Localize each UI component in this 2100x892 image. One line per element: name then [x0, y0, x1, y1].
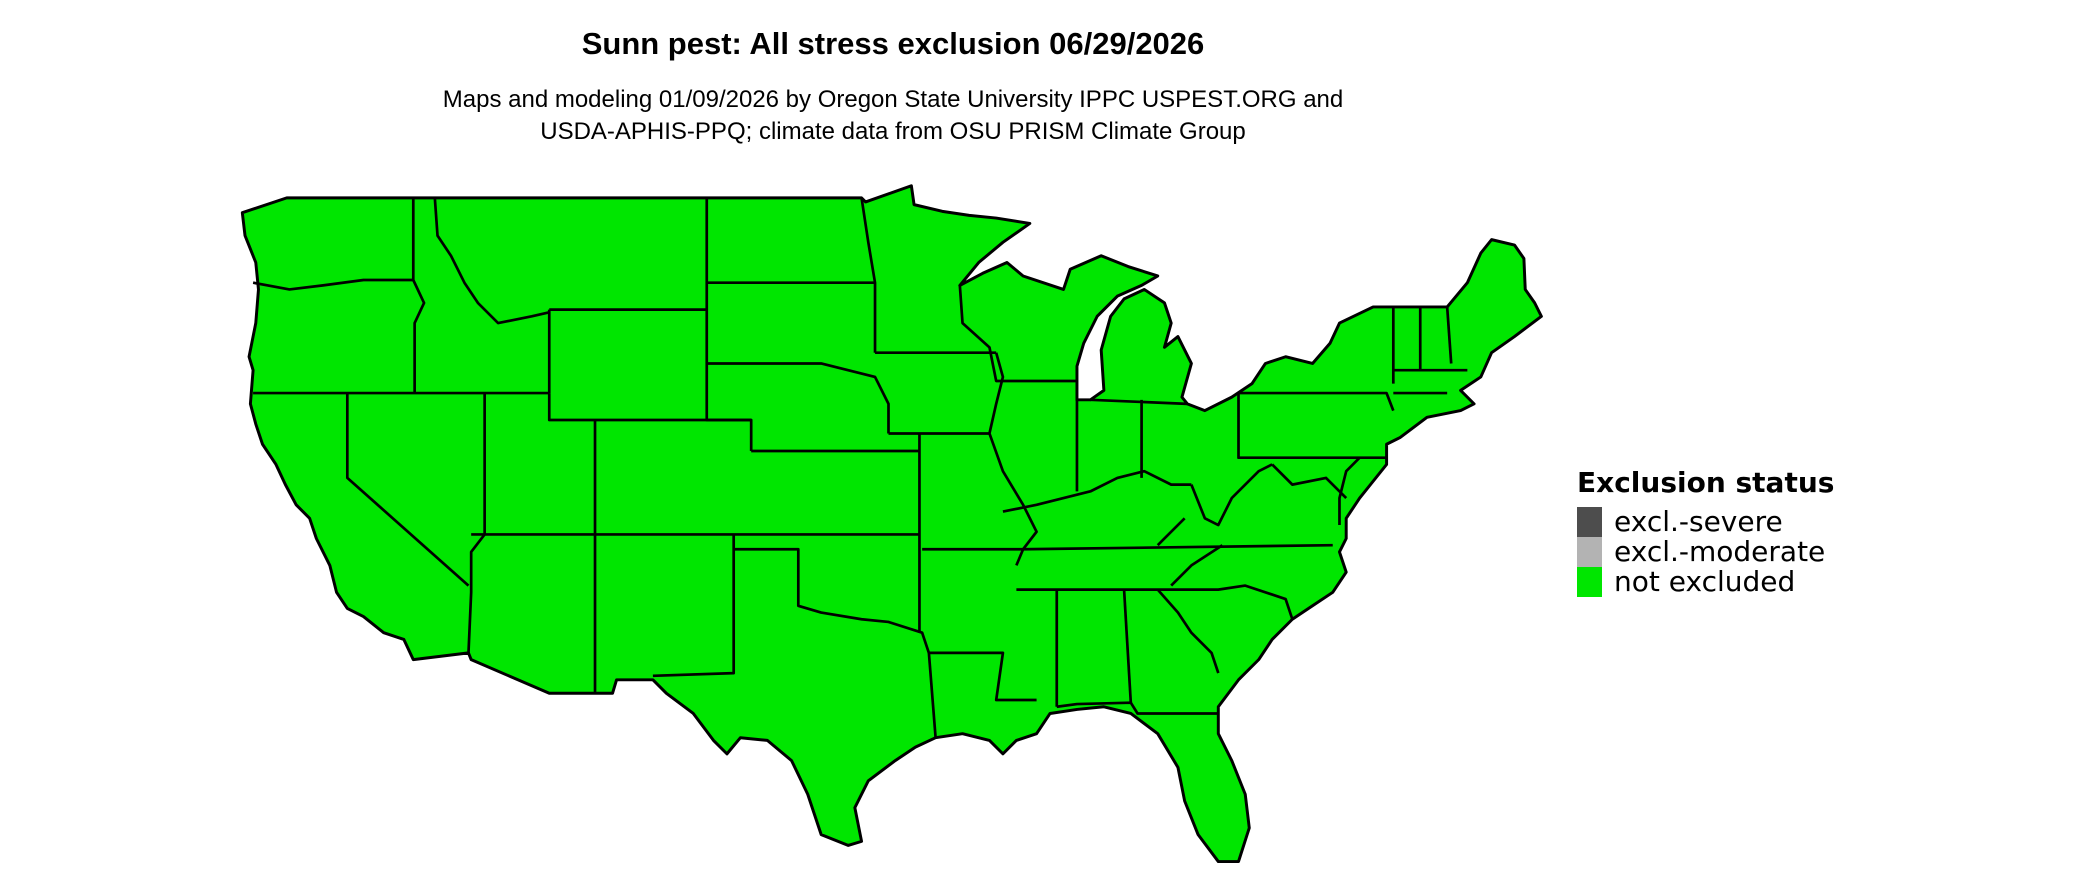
legend-item-not-excluded: not excluded — [1577, 567, 1834, 597]
legend-title: Exclusion status — [1577, 466, 1835, 499]
map-subtitle-line2: USDA-APHIS-PPQ; climate data from OSU PR… — [540, 118, 1246, 145]
state-borders — [252, 197, 1468, 738]
map-title: Sunn pest: All stress exclusion 06/29/20… — [581, 26, 1205, 61]
map-subtitle-line1: Maps and modeling 01/09/2026 by Oregon S… — [442, 86, 1344, 113]
legend-label: excl.-severe — [1614, 505, 1783, 538]
legend-item-severe: excl.-severe — [1577, 507, 1834, 537]
legend-swatch-severe — [1577, 507, 1602, 537]
legend-label: excl.-moderate — [1614, 535, 1826, 568]
legend: Exclusion status excl.-severe excl.-mode… — [1577, 466, 1834, 597]
legend-item-moderate: excl.-moderate — [1577, 537, 1834, 567]
legend-label: not excluded — [1614, 565, 1796, 598]
legend-swatch-moderate — [1577, 537, 1602, 567]
conus-landmass — [240, 184, 1543, 864]
legend-swatch-not-excluded — [1577, 567, 1602, 597]
